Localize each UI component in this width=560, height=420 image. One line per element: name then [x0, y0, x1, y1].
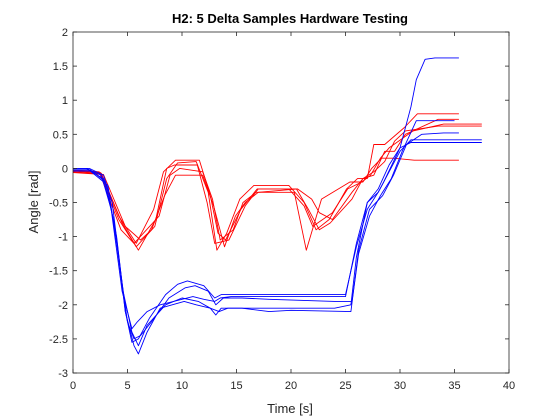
y-axis-ticks: -3 -2.5 -2 -1.5 -1 -0.5 0 0.5 1 1.5 2	[49, 27, 509, 380]
x-tick-label: 10	[176, 380, 188, 392]
red-series-line-3	[72, 157, 459, 251]
x-tick-label: 15	[230, 380, 242, 392]
y-tick-label: 0	[62, 163, 68, 175]
plot-lines	[72, 57, 482, 355]
chart-title: H2: 5 Delta Samples Hardware Testing	[172, 11, 408, 26]
y-tick-label: -2.5	[49, 334, 68, 346]
x-axis-label: Time [s]	[267, 401, 313, 416]
y-tick-label: -1.5	[49, 266, 68, 278]
blue-series-line-8	[73, 142, 482, 330]
x-tick-label: 25	[339, 380, 351, 392]
x-axis-ticks: 0 5 10 15 20 25 30 35 40	[70, 32, 515, 392]
blue-series-line-10	[73, 120, 455, 340]
x-tick-label: 5	[124, 380, 130, 392]
y-axis-label: Angle [rad]	[26, 171, 41, 234]
red-series-line-1	[72, 113, 459, 251]
x-tick-label: 40	[503, 380, 515, 392]
y-tick-label: -0.5	[49, 198, 68, 210]
y-tick-label: 1.5	[53, 61, 68, 73]
blue-series-line-9	[73, 139, 482, 343]
y-tick-label: 0.5	[53, 129, 68, 141]
red-series-line-5	[72, 125, 482, 244]
x-tick-label: 0	[70, 380, 76, 392]
x-tick-label: 35	[448, 380, 460, 392]
y-tick-label: -1	[58, 232, 68, 244]
x-tick-label: 20	[285, 380, 297, 392]
y-tick-label: -3	[58, 368, 68, 380]
y-tick-label: -2	[58, 300, 68, 312]
y-tick-label: 2	[62, 27, 68, 39]
y-tick-label: 1	[62, 95, 68, 107]
x-tick-label: 30	[394, 380, 406, 392]
red-series-line-4	[72, 118, 459, 248]
